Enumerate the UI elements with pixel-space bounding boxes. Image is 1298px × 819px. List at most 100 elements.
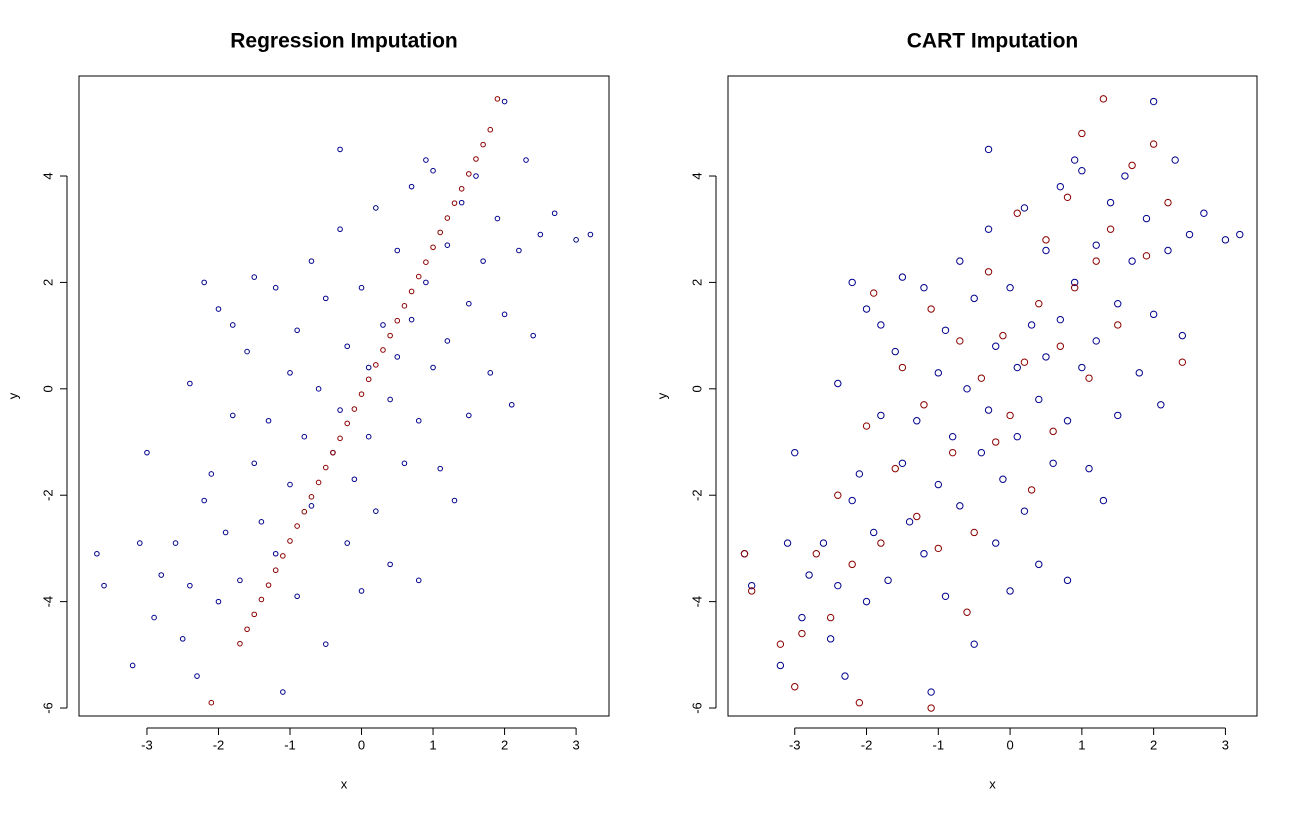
point	[826, 635, 835, 643]
point	[408, 183, 415, 190]
x-tick-label: 0	[358, 737, 365, 752]
point	[294, 327, 300, 334]
point	[458, 199, 465, 206]
point	[1013, 209, 1021, 217]
y-tick-label: -6	[40, 702, 55, 714]
point	[1078, 129, 1086, 138]
y-tick-label: 4	[40, 172, 55, 179]
point	[1149, 97, 1158, 106]
point	[1164, 246, 1172, 255]
point	[834, 491, 842, 499]
point	[1099, 95, 1108, 103]
point	[1128, 161, 1136, 170]
point	[172, 540, 179, 546]
point	[129, 662, 136, 669]
point	[848, 560, 856, 569]
point	[941, 326, 950, 334]
point	[272, 567, 279, 574]
point	[337, 435, 343, 442]
point	[487, 370, 494, 376]
point	[365, 376, 372, 383]
point	[1171, 156, 1179, 164]
point	[387, 332, 393, 339]
point	[1056, 342, 1065, 350]
point	[905, 518, 914, 526]
point	[948, 432, 957, 441]
point	[984, 145, 993, 154]
point	[870, 528, 878, 537]
point	[187, 582, 193, 589]
x-tick-label: 1	[1078, 737, 1085, 752]
point	[970, 294, 978, 303]
point	[1085, 374, 1093, 382]
x-tick-label: -2	[213, 737, 225, 752]
point	[747, 587, 756, 595]
point	[1078, 166, 1086, 175]
point	[215, 306, 222, 312]
point	[466, 300, 472, 307]
point	[1135, 369, 1143, 377]
point	[280, 689, 286, 695]
point	[337, 407, 343, 413]
x-tick-label: 1	[429, 737, 436, 752]
point	[927, 688, 935, 696]
plot-box	[727, 75, 1258, 717]
x-tick-label: 0	[1006, 737, 1013, 752]
point	[251, 460, 258, 467]
point	[272, 550, 279, 557]
point	[848, 496, 856, 505]
point	[956, 337, 964, 345]
point	[1020, 507, 1029, 515]
point	[229, 322, 236, 328]
point	[963, 608, 971, 616]
point	[1020, 358, 1029, 366]
point	[1157, 401, 1165, 409]
point	[537, 231, 544, 238]
point	[451, 497, 458, 504]
point	[747, 581, 756, 590]
point	[1092, 241, 1100, 249]
point	[927, 305, 935, 313]
point	[487, 126, 494, 133]
point	[322, 641, 329, 647]
point	[258, 519, 265, 525]
x-tick-label: 3	[1222, 737, 1229, 752]
point	[251, 611, 258, 618]
point	[251, 274, 258, 280]
point	[1056, 315, 1065, 324]
point	[862, 305, 871, 313]
point	[1092, 337, 1100, 345]
point	[970, 640, 978, 648]
point	[884, 576, 892, 585]
point	[229, 412, 236, 419]
point	[834, 581, 842, 590]
point	[530, 332, 536, 339]
point	[358, 284, 365, 291]
point	[1092, 257, 1100, 265]
point	[394, 354, 401, 360]
point	[394, 247, 401, 254]
point	[444, 215, 451, 221]
x-tick-label: -1	[933, 737, 945, 752]
point	[380, 347, 386, 353]
y-axis-label: y	[654, 392, 669, 399]
point	[308, 494, 315, 500]
point	[430, 167, 436, 174]
x-axis-label: x	[341, 776, 348, 791]
x-tick-label: 3	[572, 737, 579, 752]
point	[387, 396, 393, 403]
point	[819, 539, 828, 547]
point	[877, 539, 885, 547]
point	[927, 704, 935, 712]
y-tick-label: -4	[40, 596, 55, 608]
point	[430, 244, 436, 251]
point	[776, 640, 785, 648]
x-tick-label: -2	[861, 737, 873, 752]
point	[508, 401, 515, 408]
point	[1027, 321, 1036, 329]
point	[1013, 363, 1021, 372]
point	[337, 226, 343, 233]
point	[1013, 432, 1021, 441]
point	[494, 96, 501, 102]
point	[1121, 172, 1129, 180]
